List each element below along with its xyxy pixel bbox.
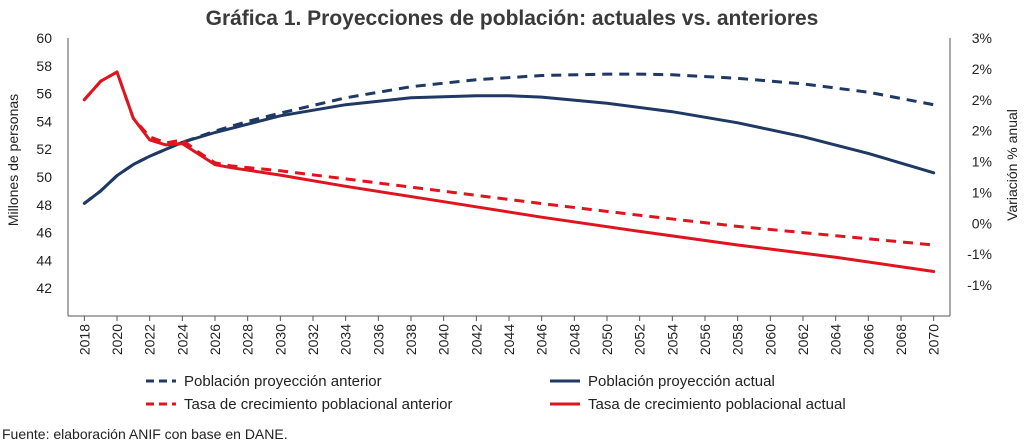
y-right-tick-label: 2%	[972, 92, 992, 108]
y-right-tick-label: 3%	[972, 30, 992, 46]
x-tick-label: 2052	[632, 324, 648, 355]
x-tick-label: 2034	[338, 324, 354, 355]
x-tick-label: 2056	[697, 324, 713, 355]
axes	[67, 38, 951, 317]
y-left-tick-label: 50	[36, 169, 52, 185]
y-right-tick-label: 1%	[972, 154, 992, 170]
series-line-2	[82, 94, 936, 205]
legend-label: Población proyección anterior	[184, 373, 382, 390]
x-tick-label: 2018	[76, 324, 92, 355]
x-tick-label: 2048	[566, 324, 582, 355]
x-tick-label: 2040	[436, 324, 452, 355]
x-tick-label: 2050	[599, 324, 615, 355]
right-axis-ticks: -1% -1% 0% 1% 1% 2% 2% 2% 3%	[967, 30, 992, 293]
y-left-tick-label: 48	[36, 197, 52, 213]
x-tick-label: 2026	[207, 324, 223, 355]
y-right-tick-label: -1%	[967, 246, 992, 262]
x-tick-label: 2044	[501, 324, 517, 355]
y-right-tick-label: 2%	[972, 61, 992, 77]
x-tick-label: 2032	[305, 324, 321, 355]
y-left-tick-label: 44	[36, 252, 52, 268]
y-left-tick-label: 54	[36, 113, 52, 129]
x-tick-label: 2036	[370, 324, 386, 355]
legend-label: Población proyección actual	[588, 373, 775, 390]
x-tick-label: 2022	[142, 324, 158, 355]
x-tick-label: 2066	[860, 324, 876, 355]
x-tick-label: 2062	[795, 324, 811, 355]
series-lines	[82, 70, 936, 273]
legend-label: Tasa de crecimiento poblacional actual	[588, 396, 846, 413]
y-right-tick-label: 2%	[972, 123, 992, 139]
y-right-tick-label: 0%	[972, 215, 992, 231]
y-right-tick-label: 1%	[972, 184, 992, 200]
x-tick-label: 2038	[403, 324, 419, 355]
y-axis-left-label: Millones de personas	[5, 94, 21, 226]
x-tick-label: 2042	[468, 324, 484, 355]
chart-title: Gráfica 1. Proyecciones de población: ac…	[206, 7, 819, 30]
x-tick-label: 2070	[926, 324, 942, 355]
y-left-tick-label: 58	[36, 58, 52, 74]
legend: Población proyección anterior Población p…	[146, 373, 846, 413]
x-tick-label: 2058	[730, 324, 746, 355]
y-right-tick-label: -1%	[967, 277, 992, 293]
y-left-tick-label: 60	[36, 30, 52, 46]
x-axis-ticks: 2018 2020 2022 2024 2026 2028 2030 2032 2034 2036…	[76, 316, 942, 355]
left-axis-ticks: 42 44 46 48 50 52 54 56 58 60	[36, 30, 52, 296]
x-tick-label: 2060	[762, 324, 778, 355]
x-tick-label: 2046	[534, 324, 550, 355]
x-tick-label: 2020	[109, 324, 125, 355]
x-tick-label: 2068	[893, 324, 909, 355]
series-line-4	[82, 70, 936, 273]
x-tick-label: 2064	[828, 324, 844, 355]
x-tick-label: 2054	[664, 324, 680, 355]
x-tick-label: 2030	[272, 324, 288, 355]
series-line-3	[83, 70, 934, 247]
chart: Gráfica 1. Proyecciones de población: ac…	[5, 7, 1020, 413]
source-note: Fuente: elaboración ANIF con base en DAN…	[2, 426, 288, 442]
y-axis-right-label: Variación % anual	[1004, 109, 1020, 221]
x-tick-label: 2028	[240, 324, 256, 355]
y-left-tick-label: 42	[36, 280, 52, 296]
y-left-tick-label: 52	[36, 141, 52, 157]
x-tick-label: 2024	[174, 324, 190, 355]
legend-label: Tasa de crecimiento poblacional anterior	[184, 396, 452, 413]
y-left-tick-label: 46	[36, 225, 52, 241]
y-left-tick-label: 56	[36, 86, 52, 102]
